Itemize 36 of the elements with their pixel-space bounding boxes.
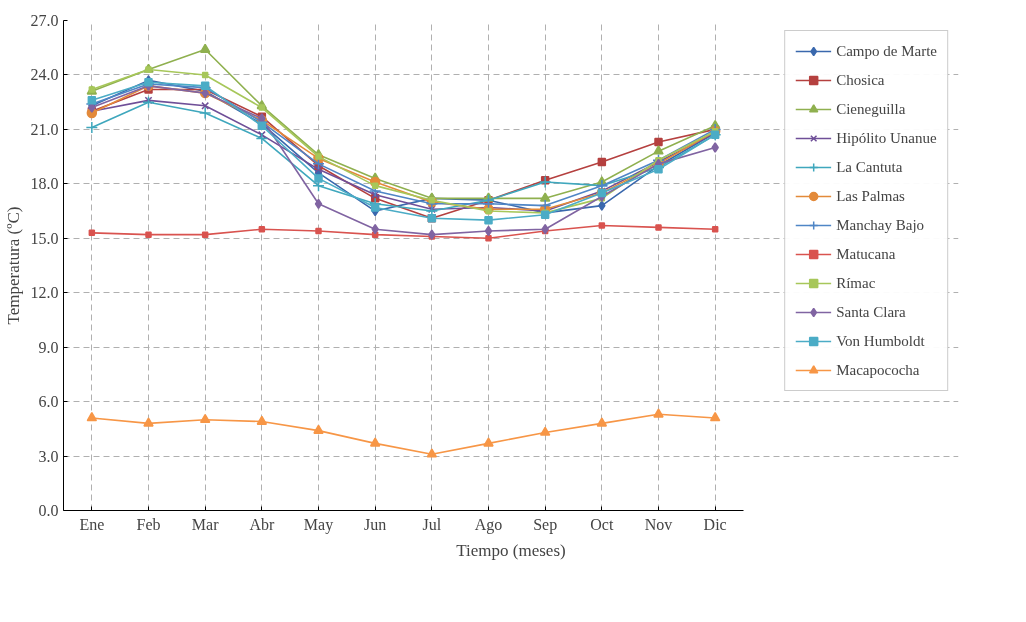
legend-label: Santa Clara bbox=[836, 303, 906, 321]
x-tick-label: Ene bbox=[79, 515, 105, 533]
legend-label: La Cantuta bbox=[836, 158, 903, 176]
x-tick-label: May bbox=[303, 515, 334, 534]
x-tick-label: Ago bbox=[474, 515, 503, 534]
legend-label: Las Palmas bbox=[836, 187, 905, 205]
x-tick-label: Oct bbox=[590, 515, 614, 533]
y-tick-label: 15.0 bbox=[30, 229, 59, 247]
legend-label: Hipólito Unanue bbox=[836, 129, 937, 147]
x-tick-label: Sep bbox=[533, 515, 558, 534]
x-tick-label: Dic bbox=[703, 515, 727, 533]
x-tick-label: Jun bbox=[364, 515, 387, 533]
x-axis-title: Tiempo (meses) bbox=[456, 540, 566, 560]
x-tick-label: Jul bbox=[422, 515, 442, 533]
legend-label: Von Humboldt bbox=[836, 332, 925, 350]
legend-label: Manchay Bajo bbox=[836, 216, 925, 234]
y-tick-label: 21.0 bbox=[30, 120, 59, 138]
x-tick-label: Nov bbox=[644, 515, 673, 533]
x-tick-label: Feb bbox=[136, 515, 161, 533]
legend-label: Campo de Marte bbox=[836, 42, 937, 60]
x-tick-label: Mar bbox=[191, 515, 220, 533]
y-tick-label: 3.0 bbox=[38, 447, 59, 465]
y-axis-title: Temperatura (ºC) bbox=[3, 206, 23, 325]
legend-label: Chosica bbox=[836, 71, 885, 89]
y-tick-label: 12.0 bbox=[30, 284, 59, 302]
y-tick-label: 9.0 bbox=[38, 338, 59, 356]
legend-label: Matucana bbox=[836, 245, 896, 263]
y-tick-label: 27.0 bbox=[30, 12, 59, 29]
x-tick-label: Abr bbox=[249, 515, 275, 533]
y-tick-label: 24.0 bbox=[30, 66, 59, 84]
y-tick-label: 0.0 bbox=[38, 502, 59, 519]
y-tick-label: 6.0 bbox=[38, 393, 59, 411]
legend-label: Macapococha bbox=[836, 361, 920, 379]
legend-label: Rímac bbox=[836, 274, 876, 292]
y-tick-label: 18.0 bbox=[30, 175, 59, 193]
legend-label: Cieneguilla bbox=[836, 100, 906, 118]
